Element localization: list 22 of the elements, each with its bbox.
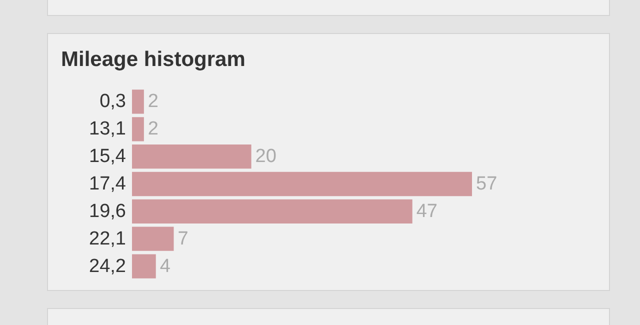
bar <box>132 144 252 169</box>
data-label: 7 <box>178 228 188 250</box>
y-tick-label: 17,4 <box>89 174 126 194</box>
data-label: 2 <box>148 91 159 112</box>
y-tick-label: 13,1 <box>89 118 126 140</box>
bar <box>132 117 144 142</box>
data-label: 57 <box>476 174 498 194</box>
y-tick-label: 15,4 <box>89 146 126 168</box>
data-label: 2 <box>148 118 159 140</box>
y-tick-label: 22,1 <box>89 228 126 250</box>
data-label: 4 <box>160 256 171 277</box>
data-label: 20 <box>255 146 276 168</box>
bar <box>132 226 174 251</box>
bar <box>132 254 156 278</box>
bar <box>132 90 144 114</box>
y-tick-label: 24,2 <box>89 256 126 277</box>
data-label: 47 <box>416 200 438 222</box>
bar <box>132 199 412 224</box>
bar <box>132 172 472 196</box>
y-tick-label: 0,3 <box>100 91 126 112</box>
chart-title: Mileage histogram <box>61 48 246 71</box>
y-tick-label: 19,6 <box>89 200 126 222</box>
